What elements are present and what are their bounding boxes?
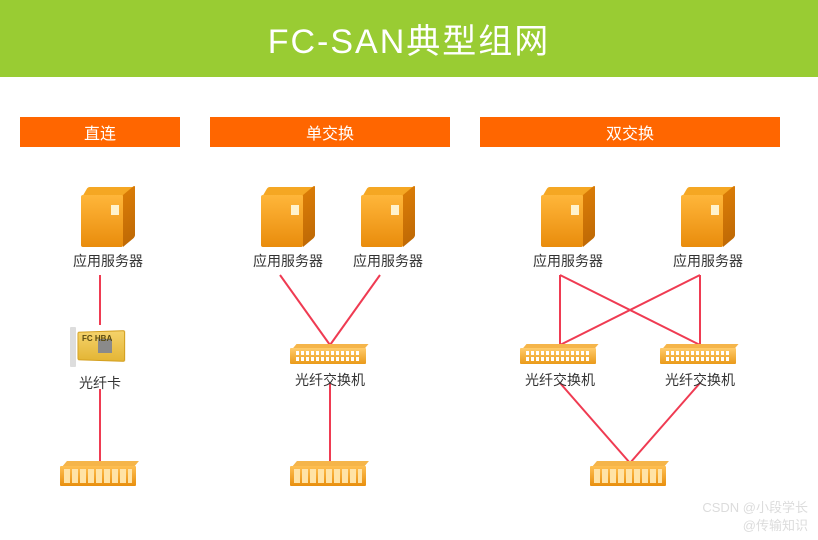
server-label: 应用服务器 (253, 251, 323, 271)
connection-line (560, 275, 700, 345)
switch-label: 光纤交换机 (525, 370, 595, 390)
server-icon (681, 187, 735, 247)
switch-icon (660, 348, 740, 366)
column-direct: 直连应用服务器 FC HBA 光纤卡 (20, 117, 180, 537)
server-icon (361, 187, 415, 247)
connection-line (330, 275, 380, 345)
storage-device (590, 466, 670, 488)
column-header: 双交换 (480, 117, 780, 147)
columns-container: 直连应用服务器FC HBA光纤卡单交换应用服务器应用服务器光纤交换机双交换应用服… (0, 77, 818, 537)
server-icon (261, 187, 315, 247)
hba-device: FC HBA 光纤卡 (70, 325, 130, 393)
connection-line (630, 383, 700, 463)
page-title: FC-SAN典型组网 (0, 0, 818, 77)
switch-label: 光纤交换机 (295, 370, 365, 390)
switch-device: 光纤交换机 (290, 348, 370, 390)
hba-label: 光纤卡 (79, 373, 121, 393)
server-label: 应用服务器 (673, 251, 743, 271)
server-label: 应用服务器 (73, 251, 143, 271)
switch-icon (520, 348, 600, 366)
switch-device: 光纤交换机 (520, 348, 600, 390)
switch-icon (290, 348, 370, 366)
column-dual: 双交换应用服务器 应用服务器光纤交换机 光纤交换机 (480, 117, 780, 537)
connection-line (560, 383, 630, 463)
connection-line (280, 275, 330, 345)
column-single: 单交换应用服务器 应用服务器光纤交换机 (210, 117, 450, 537)
server-device: 应用服务器 (353, 187, 423, 271)
connection-line (560, 275, 700, 345)
column-header: 单交换 (210, 117, 450, 147)
server-device: 应用服务器 (533, 187, 603, 271)
storage-device (290, 466, 370, 488)
server-label: 应用服务器 (353, 251, 423, 271)
storage-icon (590, 466, 670, 488)
storage-icon (290, 466, 370, 488)
server-label: 应用服务器 (533, 251, 603, 271)
server-device: 应用服务器 (253, 187, 323, 271)
hba-icon: FC HBA (70, 325, 130, 369)
server-icon (541, 187, 595, 247)
watermark-secondary: @传输知识 (743, 515, 808, 534)
server-icon (81, 187, 135, 247)
server-device: 应用服务器 (73, 187, 143, 271)
switch-device: 光纤交换机 (660, 348, 740, 390)
server-device: 应用服务器 (673, 187, 743, 271)
storage-icon (60, 466, 140, 488)
column-header: 直连 (20, 117, 180, 147)
storage-device (60, 466, 140, 488)
switch-label: 光纤交换机 (665, 370, 735, 390)
watermark-csdn: CSDN @小段学长 (702, 497, 808, 516)
